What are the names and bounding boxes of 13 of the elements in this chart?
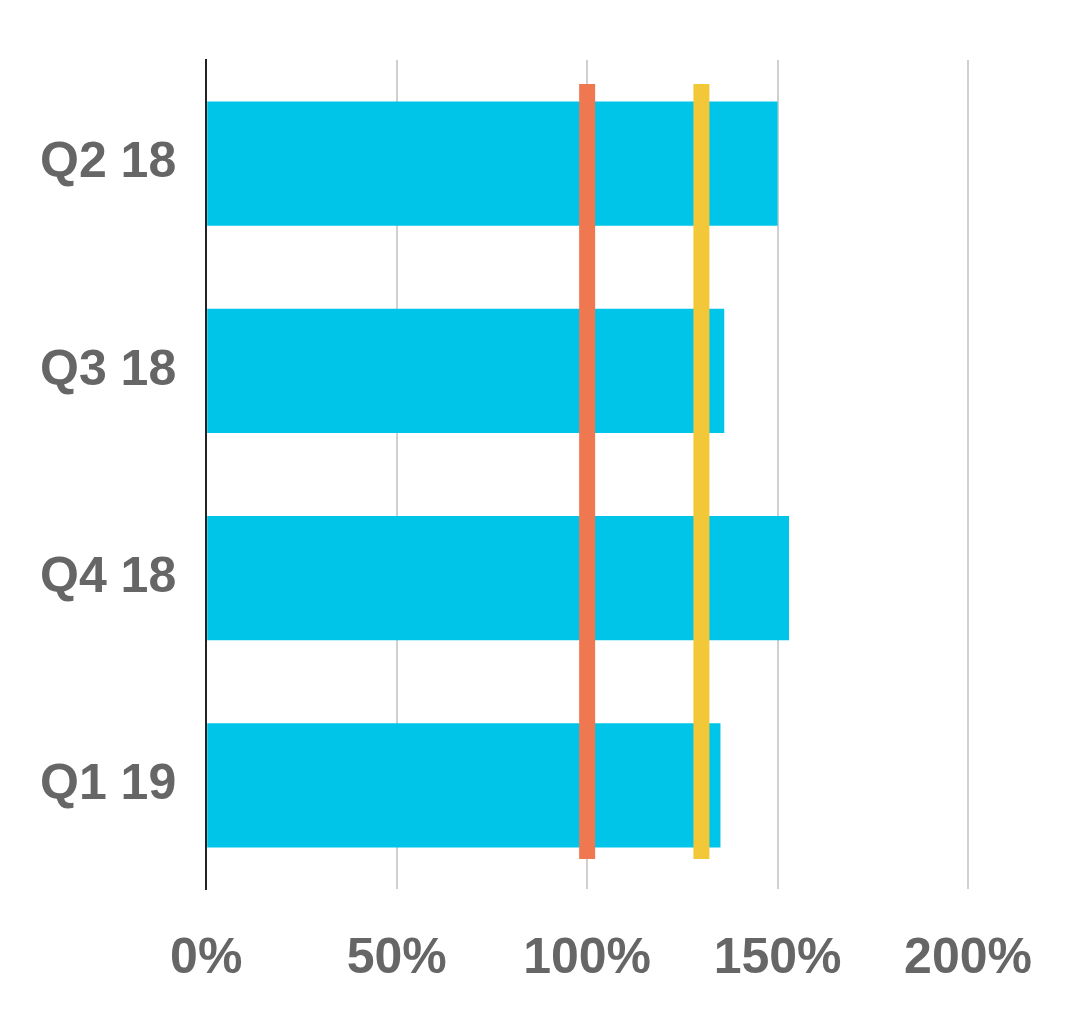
- y-tick-label: Q4 18: [39, 546, 177, 603]
- x-tick-label: 0%: [170, 927, 243, 984]
- bar: [207, 308, 725, 434]
- bar: [207, 723, 721, 848]
- y-tick-label: Q1 19: [39, 754, 177, 811]
- x-tick-label: 150%: [713, 927, 842, 984]
- x-tick-label: 50%: [346, 927, 447, 984]
- x-tick-label: 100%: [523, 927, 652, 984]
- bar: [207, 101, 778, 226]
- bar: [207, 515, 790, 641]
- y-tick-label: Q2 18: [39, 132, 177, 189]
- x-tick-label: 200%: [904, 927, 1032, 984]
- y-tick-label: Q3 18: [39, 339, 177, 396]
